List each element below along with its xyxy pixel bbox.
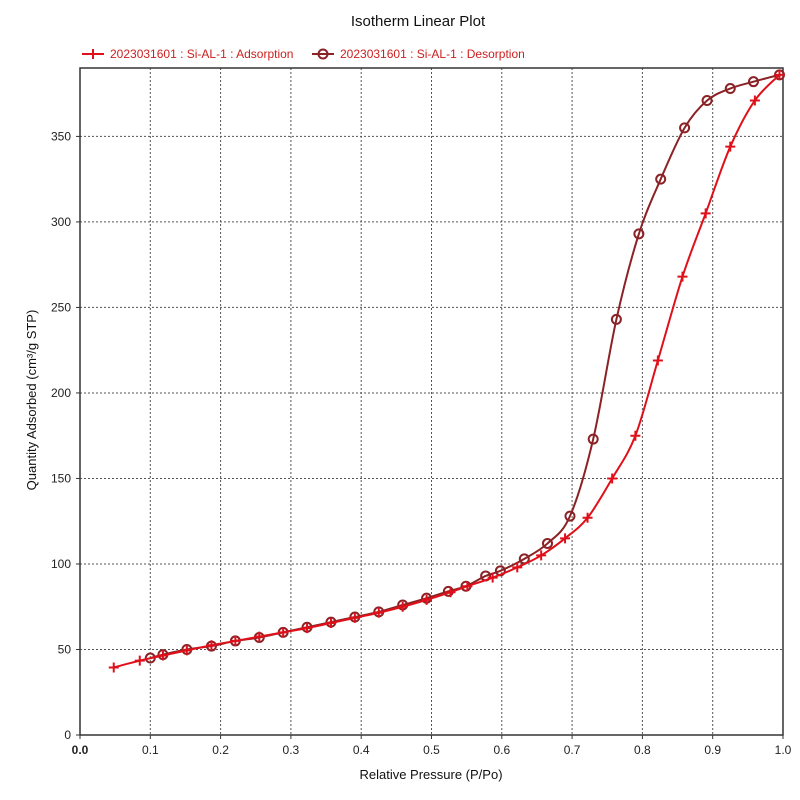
data-point-adsorption xyxy=(677,271,688,282)
series-layer xyxy=(108,69,785,673)
x-axis-ticks: 0.0 0.1 0.2 0.3 0.4 0.5 0.6 0.7 0.8 0.9 1.0 xyxy=(72,735,792,757)
plot-area xyxy=(79,67,784,736)
data-point-desorption xyxy=(724,83,736,95)
x-tick-label: 0.7 xyxy=(564,743,581,757)
x-tick-label: 0.1 xyxy=(142,743,159,757)
data-point-adsorption xyxy=(512,562,523,573)
x-tick-label: 0.3 xyxy=(283,743,300,757)
data-point-adsorption xyxy=(630,430,641,441)
x-tick-label: 0.6 xyxy=(493,743,510,757)
data-point-adsorption xyxy=(108,662,119,673)
data-point-adsorption xyxy=(302,623,313,634)
data-point-adsorption xyxy=(206,640,217,651)
data-point-adsorption xyxy=(230,635,241,646)
data-point-desorption xyxy=(564,510,576,522)
x-tick-label: 0.8 xyxy=(634,743,651,757)
data-point-adsorption xyxy=(582,512,593,523)
y-axis-title: Quantity Adsorbed (cm³/g STP) xyxy=(24,310,39,491)
data-point-desorption xyxy=(701,94,713,106)
data-point-adsorption xyxy=(725,141,736,152)
legend-label-adsorption: 2023031601 : Si-AL-1 : Adsorption xyxy=(110,47,293,61)
circle-marker-icon xyxy=(317,48,329,60)
y-tick-label: 150 xyxy=(51,471,71,485)
legend-label-desorption: 2023031601 : Si-AL-1 : Desorption xyxy=(340,47,525,61)
data-point-desorption xyxy=(655,173,667,185)
data-point-adsorption xyxy=(349,612,360,623)
data-point-desorption xyxy=(541,537,553,549)
data-point-desorption xyxy=(610,313,622,325)
data-point-desorption xyxy=(679,122,691,134)
data-point-adsorption xyxy=(652,355,663,366)
data-point-adsorption xyxy=(278,627,289,638)
data-point-adsorption xyxy=(774,69,785,80)
legend: 2023031601 : Si-AL-1 : Adsorption 202303… xyxy=(82,47,525,61)
x-tick-label: 0.9 xyxy=(704,743,721,757)
y-tick-label: 50 xyxy=(58,642,72,656)
y-tick-label: 300 xyxy=(51,215,71,229)
y-tick-label: 350 xyxy=(51,129,71,143)
chart-title: Isotherm Linear Plot xyxy=(351,13,486,30)
data-point-adsorption xyxy=(421,594,432,605)
x-tick-label: 0.4 xyxy=(353,743,370,757)
data-point-adsorption xyxy=(445,587,456,598)
series-line-adsorption xyxy=(113,74,781,669)
x-tick-label: 0.0 xyxy=(72,743,89,757)
data-point-adsorption xyxy=(700,208,711,219)
data-point-adsorption xyxy=(560,533,571,544)
data-point-adsorption xyxy=(325,617,336,628)
data-point-adsorption xyxy=(157,650,168,661)
data-point-desorption xyxy=(747,76,759,88)
data-point-adsorption xyxy=(181,645,192,656)
data-point-adsorption xyxy=(254,631,265,642)
data-point-desorption xyxy=(587,433,599,445)
x-axis-title: Relative Pressure (P/Po) xyxy=(359,767,502,782)
y-tick-label: 200 xyxy=(51,386,71,400)
y-tick-label: 250 xyxy=(51,300,71,314)
data-point-adsorption xyxy=(607,473,618,484)
data-point-adsorption xyxy=(749,95,760,106)
data-point-adsorption xyxy=(373,607,384,618)
x-tick-label: 0.2 xyxy=(212,743,229,757)
plus-marker-icon xyxy=(88,49,98,59)
y-axis-ticks: 0 50 100 150 200 250 300 350 xyxy=(51,129,80,742)
data-point-adsorption xyxy=(134,655,145,666)
data-point-adsorption xyxy=(536,550,547,561)
series-line-desorption xyxy=(150,73,780,660)
x-tick-label: 1.0 xyxy=(775,743,792,757)
data-point-desorption xyxy=(633,228,645,240)
data-point-adsorption xyxy=(397,601,408,612)
y-tick-label: 100 xyxy=(51,557,71,571)
legend-item-adsorption: 2023031601 : Si-AL-1 : Adsorption xyxy=(82,47,293,61)
grid-lines xyxy=(80,68,783,735)
x-tick-label: 0.5 xyxy=(423,743,440,757)
data-point-adsorption xyxy=(462,581,473,592)
y-tick-label: 0 xyxy=(64,728,71,742)
data-point-adsorption xyxy=(487,572,498,583)
legend-item-desorption: 2023031601 : Si-AL-1 : Desorption xyxy=(312,47,525,61)
